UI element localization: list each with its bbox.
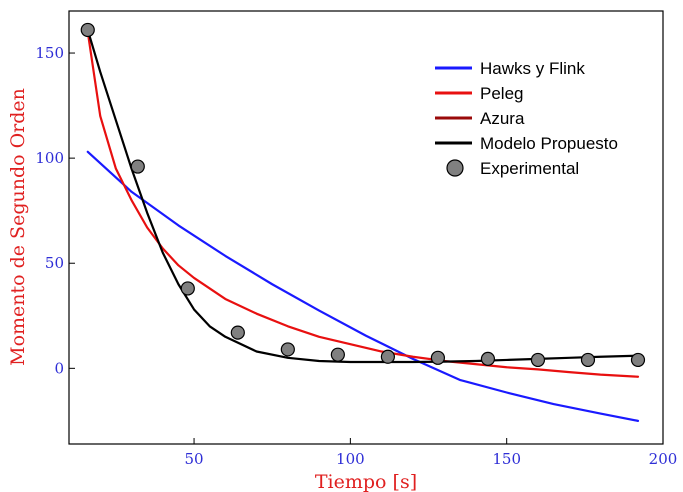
experimental-point: [480, 351, 496, 366]
y-tick-label: 50: [45, 254, 64, 272]
x-tick-label: 150: [492, 450, 521, 468]
legend-label-experimental: Experimental: [480, 159, 579, 178]
series-line-hawks-y-flink: [86, 150, 640, 422]
points-layer: [80, 22, 646, 368]
legend-label-hawks-y-flink: Hawks y Flink: [480, 59, 585, 78]
x-tick-label: 50: [185, 450, 204, 468]
experimental-point: [230, 325, 245, 340]
experimental-point: [530, 352, 546, 368]
x-axis-title: Tiempo [s]: [315, 471, 417, 492]
legend-label-modelo-propuesto: Modelo Propuesto: [480, 134, 618, 153]
experimental-point: [430, 350, 446, 365]
experimental-point: [180, 281, 195, 296]
series-line-peleg: [86, 30, 640, 378]
experimental-point: [130, 159, 145, 174]
x-tick-label: 100: [336, 450, 365, 468]
plot-frame: [68, 10, 664, 445]
legend-label-peleg: Peleg: [480, 84, 523, 103]
series-layer: [86, 28, 640, 422]
legend-label-azura: Azura: [480, 109, 525, 128]
legend: Hawks y Flink Peleg Azura Modelo Propuesto E…: [428, 50, 646, 188]
experimental-point: [280, 342, 295, 357]
experimental-point: [630, 352, 646, 368]
experimental-point: [80, 22, 95, 38]
y-tick-label: 100: [35, 149, 64, 167]
experimental-point: [380, 349, 395, 364]
x-tick-label: 200: [649, 450, 678, 468]
y-tick-label: 150: [35, 44, 64, 62]
y-axis-title: Momento de Segundo Orden: [7, 88, 29, 366]
y-tick-label: 0: [54, 359, 64, 377]
experimental-point: [330, 347, 345, 362]
experimental-point: [580, 352, 596, 368]
y-axis: 0 50 100 150: [35, 44, 75, 377]
x-axis: 50 100 150 200: [185, 438, 678, 468]
series-line-modelo-propuesto: [86, 28, 640, 364]
legend-marker-experimental: [446, 159, 464, 177]
